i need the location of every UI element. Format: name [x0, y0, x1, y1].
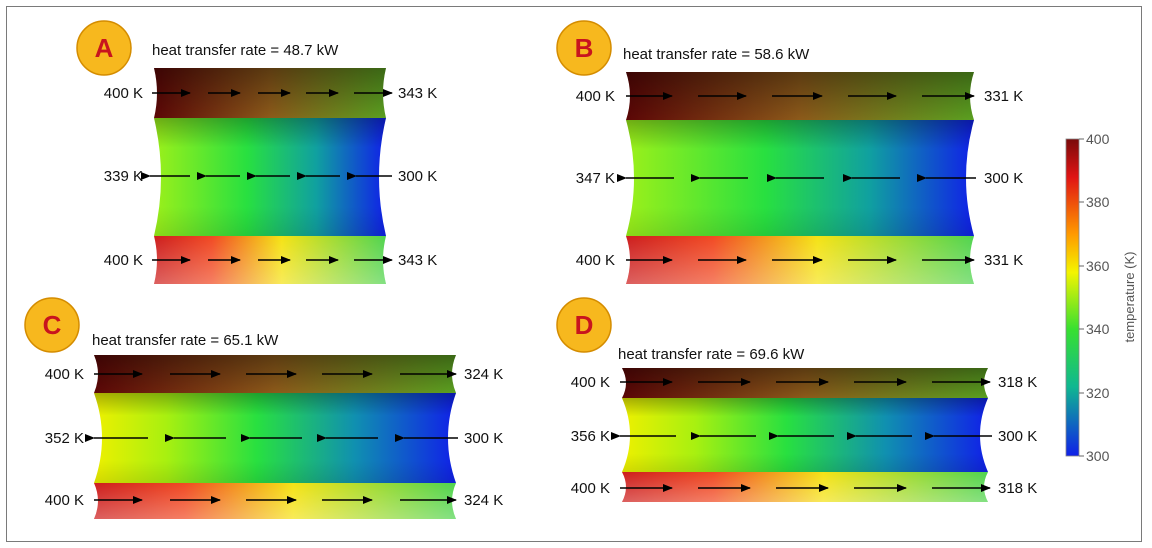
- middle-outlet-temp: 356 K: [571, 428, 610, 445]
- top-outlet-temp: 343 K: [398, 85, 437, 102]
- colorbar-scale: [1065, 138, 1080, 457]
- colorbar-tick-label: 320: [1086, 385, 1110, 401]
- middle-outlet-temp: 347 K: [576, 170, 615, 187]
- middle-outlet-temp: 352 K: [45, 430, 84, 447]
- colorbar-title: temperature (K): [1122, 251, 1137, 342]
- top-inlet-temp: 400 K: [45, 366, 84, 383]
- colorbar-ticks: [1079, 138, 1084, 457]
- colorbar-tick-label: 360: [1086, 258, 1110, 274]
- panel-a: A heat transfer rate = 48.7 kW: [76, 20, 437, 284]
- badge-circle: [24, 297, 80, 353]
- panel-c: C heat transfer rate = 65.1 kW: [24, 297, 503, 519]
- middle-inlet-temp: 300 K: [398, 168, 437, 185]
- bottom-inlet-temp: 400 K: [571, 480, 610, 497]
- bottom-inlet-temp: 400 K: [45, 492, 84, 509]
- heat-transfer-rate-label: heat transfer rate = 48.7 kW: [152, 42, 339, 59]
- top-inlet-temp: 400 K: [576, 88, 615, 105]
- top-outlet-temp: 318 K: [998, 374, 1037, 391]
- heat-transfer-rate-label: heat transfer rate = 58.6 kW: [623, 46, 810, 63]
- panel-b: B heat transfer rate = 58.6 kW: [556, 20, 1023, 284]
- heat-transfer-rate-label: heat transfer rate = 69.6 kW: [618, 346, 805, 363]
- bottom-outlet-temp: 324 K: [464, 492, 503, 509]
- top-outlet-temp: 331 K: [984, 88, 1023, 105]
- colorbar-tick-label: 400: [1086, 131, 1110, 147]
- heat-transfer-rate-label: heat transfer rate = 65.1 kW: [92, 332, 279, 349]
- middle-inlet-temp: 300 K: [984, 170, 1023, 187]
- badge-d: D: [556, 297, 612, 353]
- badge-letter: B: [575, 33, 594, 63]
- middle-inlet-temp: 300 K: [464, 430, 503, 447]
- badge-circle: [556, 20, 612, 76]
- top-inlet-temp: 400 K: [104, 85, 143, 102]
- bottom-inlet-temp: 400 K: [576, 252, 615, 269]
- badge-letter: C: [43, 310, 62, 340]
- bottom-outlet-temp: 331 K: [984, 252, 1023, 269]
- badge-b: B: [556, 20, 612, 76]
- colorbar-tick-label: 380: [1086, 194, 1110, 210]
- panel-d: D heat transfer rate = 69.6 kW: [556, 297, 1037, 502]
- middle-outlet-temp: 339 K: [104, 168, 143, 185]
- badge-c: C: [24, 297, 80, 353]
- middle-inlet-temp: 300 K: [998, 428, 1037, 445]
- colorbar-tick-label: 340: [1086, 321, 1110, 337]
- top-outlet-temp: 324 K: [464, 366, 503, 383]
- bottom-outlet-temp: 343 K: [398, 252, 437, 269]
- badge-circle: [76, 20, 132, 76]
- bottom-inlet-temp: 400 K: [104, 252, 143, 269]
- badge-letter: D: [575, 310, 594, 340]
- badge-circle: [556, 297, 612, 353]
- bottom-outlet-temp: 318 K: [998, 480, 1037, 497]
- temperature-colorbar: 400 380 360 340 320 300 temperature (K): [1065, 131, 1137, 464]
- badge-letter: A: [95, 33, 114, 63]
- colorbar-tick-label: 300: [1086, 448, 1110, 464]
- top-inlet-temp: 400 K: [571, 374, 610, 391]
- badge-a: A: [76, 20, 132, 76]
